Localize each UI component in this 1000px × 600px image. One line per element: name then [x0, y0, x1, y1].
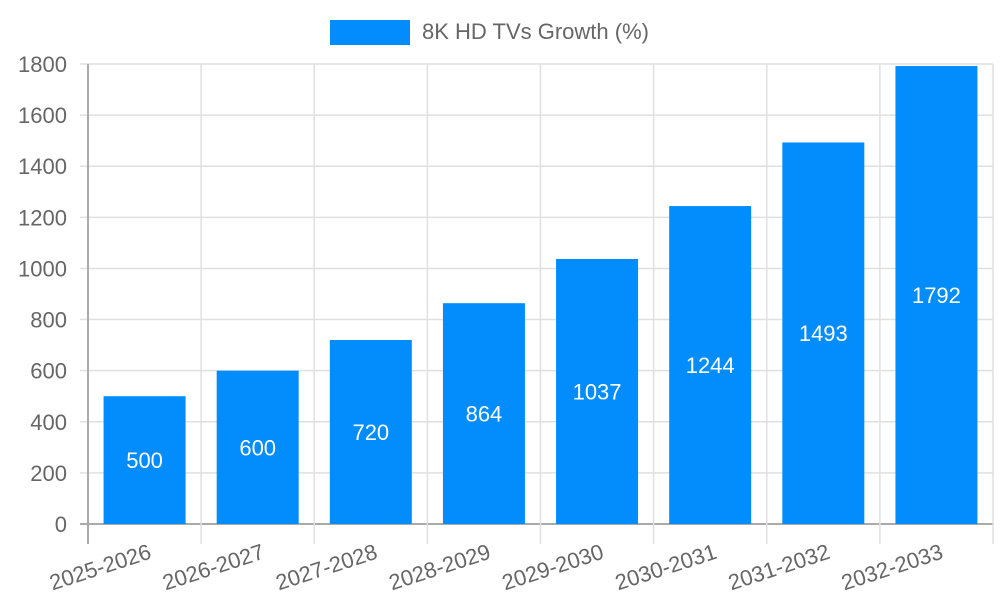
bar-value-label: 1244 [686, 353, 735, 378]
bar[interactable] [216, 370, 299, 524]
bar[interactable] [669, 206, 752, 525]
bar[interactable] [556, 258, 639, 524]
bar[interactable] [782, 142, 865, 524]
bar-value-label: 720 [352, 420, 389, 445]
x-tick-label: 2031-2032 [725, 539, 833, 595]
x-tick-label: 2029-2030 [499, 539, 607, 595]
bar[interactable] [103, 396, 186, 524]
x-tick-label: 2028-2029 [386, 539, 494, 595]
bar-value-label: 500 [126, 448, 163, 473]
y-tick-label: 1200 [18, 205, 67, 230]
bar-value-label: 864 [466, 402, 503, 427]
y-tick-label: 400 [30, 410, 67, 435]
y-tick-label: 0 [55, 512, 67, 537]
legend-swatch [330, 19, 410, 45]
bar[interactable] [442, 303, 525, 524]
x-tick-label: 2026-2027 [159, 539, 267, 595]
bar-value-label: 600 [239, 435, 276, 460]
x-tick-label: 2032-2033 [838, 539, 946, 595]
x-tick-label: 2025-2026 [46, 539, 154, 595]
bar-value-label: 1493 [799, 321, 848, 346]
y-tick-label: 600 [30, 359, 67, 384]
y-tick-label: 800 [30, 308, 67, 333]
bar[interactable] [329, 340, 412, 524]
bar[interactable] [895, 66, 978, 525]
bar-value-label: 1037 [573, 379, 622, 404]
legend-label: 8K HD TVs Growth (%) [422, 19, 649, 44]
x-tick-label: 2027-2028 [273, 539, 381, 595]
y-tick-label: 1600 [18, 103, 67, 128]
y-tick-label: 1400 [18, 154, 67, 179]
y-tick-label: 200 [30, 461, 67, 486]
x-tick-label: 2030-2031 [612, 539, 720, 595]
bar-value-label: 1792 [912, 283, 961, 308]
y-tick-label: 1800 [18, 52, 67, 77]
chart-legend[interactable]: 8K HD TVs Growth (%) [330, 19, 649, 45]
y-tick-label: 1000 [18, 256, 67, 281]
